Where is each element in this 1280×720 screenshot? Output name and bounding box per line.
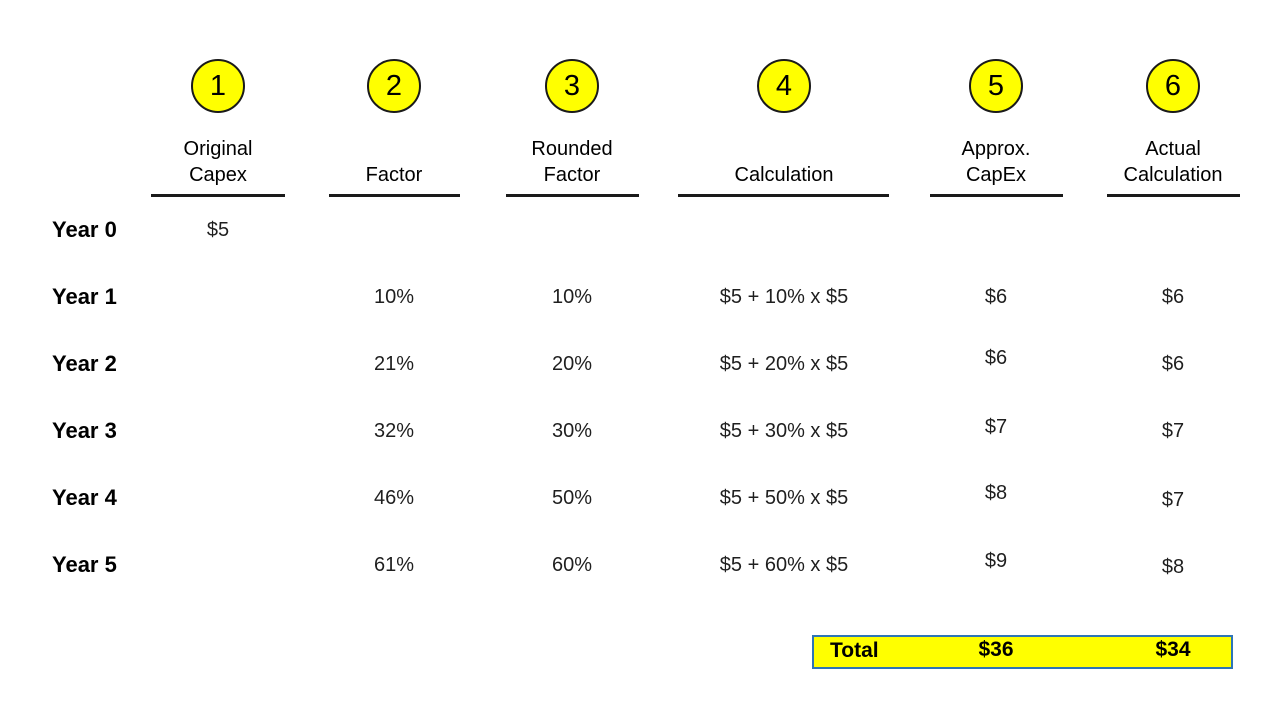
column-header-approx-capex: Approx. CapEx: [961, 138, 1031, 186]
cell-year2-factor: 21%: [373, 353, 415, 375]
cell-year3-actual-calculation: $7: [1161, 420, 1185, 442]
total-actual-calculation: $34: [1155, 638, 1191, 661]
row-label-year-5: Year 5: [52, 552, 117, 577]
cell-year4-approx-capex: $8: [984, 482, 1008, 504]
cell-year3-factor: 32%: [373, 420, 415, 442]
underline-factor: [329, 194, 460, 197]
row-label-year-0: Year 0: [52, 217, 117, 242]
cell-year3-approx-capex: $7: [984, 416, 1008, 438]
step-1-number: 1: [209, 69, 227, 102]
cell-year1-rounded-factor: 10%: [551, 286, 593, 308]
step-5-badge: 5: [969, 59, 1023, 113]
cell-year2-approx-capex: $6: [984, 347, 1008, 369]
cell-year1-actual-calculation: $6: [1161, 286, 1185, 308]
total-approx-capex: $36: [978, 638, 1014, 661]
step-3-number: 3: [563, 69, 581, 102]
cell-year3-rounded-factor: 30%: [551, 420, 593, 442]
row-label-year-1: Year 1: [52, 284, 117, 309]
cell-year2-actual-calculation: $6: [1161, 353, 1185, 375]
step-3-badge: 3: [545, 59, 599, 113]
cell-year4-actual-calculation: $7: [1161, 489, 1185, 511]
column-header-factor: Factor: [365, 164, 423, 186]
cell-year4-factor: 46%: [373, 487, 415, 509]
step-1-badge: 1: [191, 59, 245, 113]
step-6-badge: 6: [1146, 59, 1200, 113]
cell-year5-approx-capex: $9: [984, 550, 1008, 572]
step-2-badge: 2: [367, 59, 421, 113]
cell-year1-approx-capex: $6: [984, 286, 1008, 308]
step-5-number: 5: [987, 69, 1005, 102]
total-label: Total: [830, 639, 879, 662]
underline-original-capex: [151, 194, 285, 197]
cell-year5-calculation: $5 + 60% x $5: [719, 554, 849, 576]
column-header-rounded-factor: Rounded Factor: [531, 138, 613, 186]
underline-actual-calculation: [1107, 194, 1240, 197]
cell-year1-factor: 10%: [373, 286, 415, 308]
step-4-badge: 4: [757, 59, 811, 113]
cell-year0-original-capex: $5: [206, 219, 230, 241]
cell-year5-actual-calculation: $8: [1161, 556, 1185, 578]
row-label-year-2: Year 2: [52, 351, 117, 376]
cell-year2-calculation: $5 + 20% x $5: [719, 353, 849, 375]
step-6-number: 6: [1164, 69, 1182, 102]
cell-year2-rounded-factor: 20%: [551, 353, 593, 375]
cell-year5-factor: 61%: [373, 554, 415, 576]
column-header-original-capex: Original Capex: [183, 138, 253, 186]
column-header-calculation: Calculation: [734, 164, 834, 186]
row-label-year-4: Year 4: [52, 485, 117, 510]
underline-approx-capex: [930, 194, 1063, 197]
column-header-actual-calculation: Actual Calculation: [1123, 138, 1223, 186]
total-highlight-box: [812, 635, 1233, 669]
cell-year5-rounded-factor: 60%: [551, 554, 593, 576]
step-4-number: 4: [775, 69, 793, 102]
cell-year4-rounded-factor: 50%: [551, 487, 593, 509]
cell-year3-calculation: $5 + 30% x $5: [719, 420, 849, 442]
cell-year1-calculation: $5 + 10% x $5: [719, 286, 849, 308]
row-label-year-3: Year 3: [52, 418, 117, 443]
step-2-number: 2: [385, 69, 403, 102]
underline-calculation: [678, 194, 889, 197]
underline-rounded-factor: [506, 194, 639, 197]
cell-year4-calculation: $5 + 50% x $5: [719, 487, 849, 509]
